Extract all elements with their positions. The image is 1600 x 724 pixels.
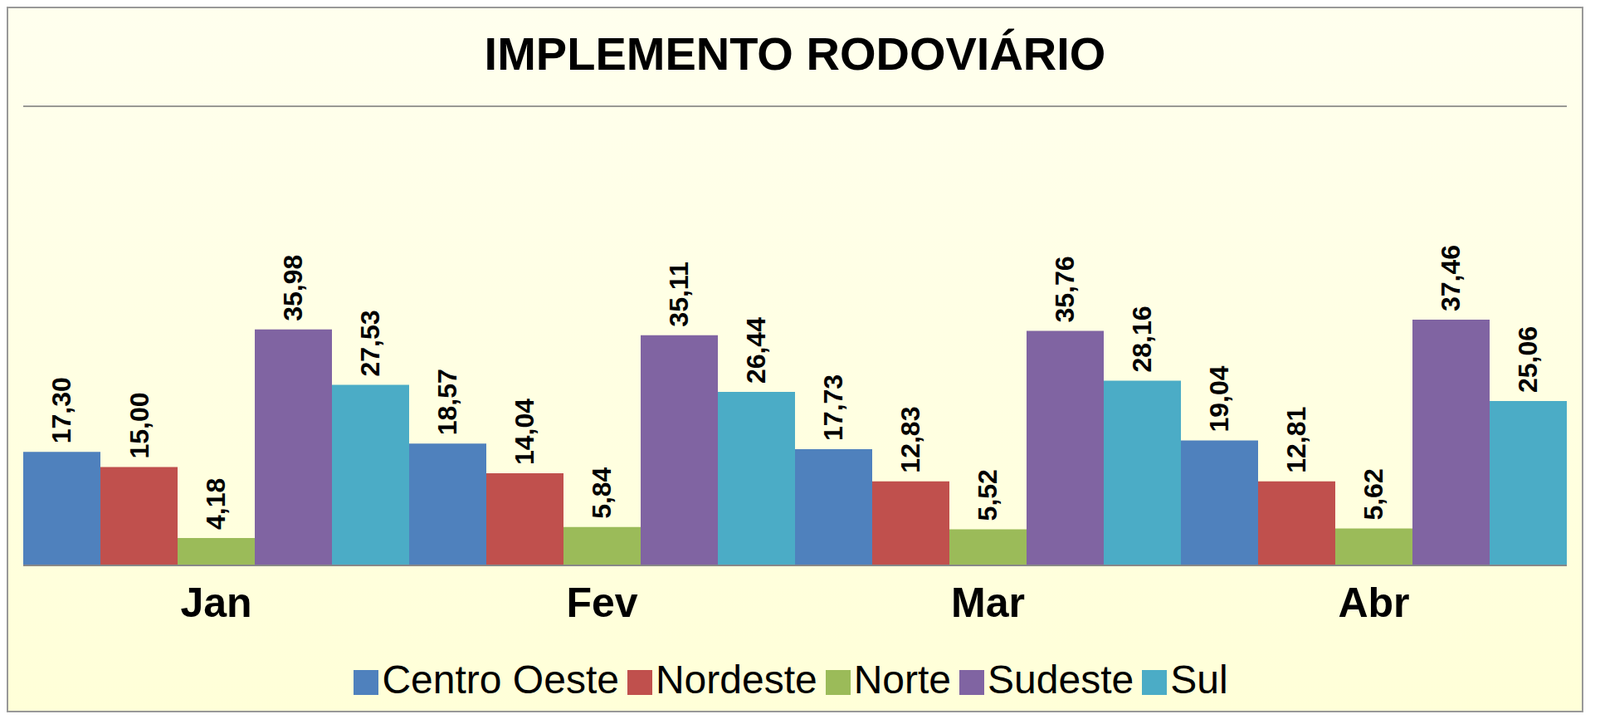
svg-text:17,73: 17,73 [819, 374, 849, 441]
html-text:Sul: Sul [1170, 657, 1228, 702]
svg-text:Fev: Fev [565, 579, 638, 626]
html-text:Centro Oeste: Centro Oeste [382, 657, 620, 702]
html-text:Nordeste: Nordeste [655, 657, 818, 702]
svg-text:4,18: 4,18 [201, 478, 232, 530]
svg-text:Abr: Abr [1337, 579, 1410, 626]
svg-text:14,04: 14,04 [510, 398, 541, 465]
svg-text:5,52: 5,52 [973, 468, 1004, 521]
svg-text:15,00: 15,00 [124, 391, 155, 459]
svg-text:5,62: 5,62 [1359, 468, 1390, 520]
svg-text:35,76: 35,76 [1050, 255, 1081, 322]
svg-text:Mar: Mar [951, 579, 1025, 626]
svg-text:37,46: 37,46 [1436, 244, 1467, 312]
svg-text:5,84: 5,84 [587, 466, 618, 518]
svg-text:19,04: 19,04 [1204, 365, 1235, 432]
html-text:Norte: Norte [853, 657, 952, 702]
html-text:IMPLEMENTO RODOVIÁRIO: IMPLEMENTO RODOVIÁRIO [484, 27, 1106, 80]
svg-text:17,30: 17,30 [47, 376, 78, 444]
svg-text:12,83: 12,83 [896, 406, 927, 474]
svg-text:27,53: 27,53 [356, 309, 386, 376]
svg-text:26,44: 26,44 [741, 317, 772, 384]
html-text:Sudeste: Sudeste [987, 657, 1134, 702]
svg-text:18,57: 18,57 [433, 368, 464, 435]
svg-text:35,11: 35,11 [664, 261, 695, 327]
svg-text:28,16: 28,16 [1127, 305, 1158, 372]
svg-text:12,81: 12,81 [1282, 406, 1313, 474]
svg-text:35,98: 35,98 [278, 254, 309, 322]
svg-text:25,06: 25,06 [1513, 326, 1544, 393]
svg-text:Jan: Jan [180, 579, 252, 626]
